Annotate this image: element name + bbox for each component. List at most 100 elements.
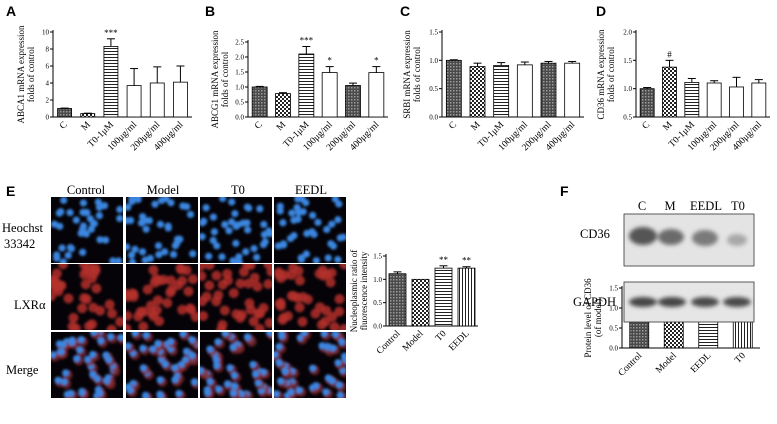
y-axis-label: folds of control (606, 46, 616, 102)
y-axis-label: Nucleoplasmic ratio of (349, 250, 359, 332)
microscopy-tile (126, 332, 198, 398)
lane-label-t0: T0 (731, 199, 745, 213)
bar (411, 278, 430, 327)
bar (126, 85, 142, 118)
bar (457, 267, 476, 327)
microscopy-tile (274, 264, 346, 330)
row-header-merge: Merge (6, 363, 39, 377)
bar (706, 82, 722, 118)
column-header-t0: T0 (231, 183, 245, 197)
y-tick-label: 0.5 (235, 99, 244, 107)
column-header-model: Model (147, 183, 180, 197)
category-label: C (447, 120, 459, 132)
microscopy-row-headers: Heochst 33342 LXRα Merge (2, 221, 46, 377)
panel-label-e: E (6, 183, 15, 199)
chart-abcg1: 0.0 0.5 1.0 1.5 2.0 2.5 ABCG1 mRNA expression f… (210, 30, 388, 153)
category-label: M (80, 120, 93, 133)
lane-label-m: M (664, 199, 675, 213)
microscopy-tile (51, 197, 123, 263)
panel-label-c: C (400, 3, 410, 19)
chart-nucleoplasmic-ratio: 0.0 0.5 1.0 1.5 Nucleoplasmic ratio of fluore… (349, 250, 478, 357)
microscopy-tile (274, 197, 346, 263)
significance-label: ** (439, 255, 449, 265)
microscopy-tile (200, 332, 272, 398)
bar (149, 82, 165, 118)
chart-srbi: 0.0 0.5 1.0 1.5 SRBI mRNA expression folds of… (402, 29, 584, 153)
y-axis-label: ABCA1 mRNA expression (16, 25, 26, 124)
y-axis-label: (of model) (593, 299, 603, 337)
category-label: Model (654, 351, 679, 376)
y-axis-label: fluorescence intensity (359, 251, 369, 330)
tile-background (51, 197, 123, 263)
panel-label-a: A (6, 3, 16, 19)
chart-cd36-mrna: 0.5 1.0 1.5 2.0 CD36 mRNA expression folds of… (596, 29, 770, 153)
y-tick-label: 4 (46, 80, 50, 88)
western-blot: C M EEDL T0 CD36 GAPDH (573, 199, 755, 323)
bar (251, 86, 268, 118)
row-header-hoechst-line2: 33342 (4, 237, 35, 251)
y-tick-label: 1.5 (429, 29, 438, 37)
microscopy-tile (126, 264, 198, 330)
microscopy-tile (200, 197, 272, 263)
category-label: C (253, 120, 265, 132)
y-tick-label: 1.5 (235, 69, 244, 77)
category-label: Control (617, 351, 645, 379)
bar (540, 62, 557, 118)
bar (493, 65, 510, 118)
row-header-hoechst-line1: Heochst (2, 221, 43, 235)
panel-label-d: D (596, 3, 606, 19)
bar (434, 267, 453, 327)
y-axis-label: SRBI mRNA expression (402, 30, 412, 119)
microscopy-column-headers: Control Model T0 EEDL (67, 183, 327, 197)
category-label: T0 (733, 351, 748, 366)
y-axis-label: folds of control (220, 51, 230, 107)
y-tick-label: 0.5 (373, 299, 382, 307)
significance-label: # (667, 49, 672, 59)
bar (662, 66, 677, 118)
bar (751, 82, 767, 118)
bar (345, 85, 361, 118)
y-tick-label: 1.0 (609, 305, 618, 313)
microscopy-tile (51, 264, 123, 330)
y-tick-label: 0.5 (609, 325, 618, 333)
bar (388, 273, 407, 327)
category-label: M (275, 120, 288, 133)
bar (173, 81, 188, 118)
bar (469, 66, 486, 118)
y-tick-label: 0 (46, 114, 50, 122)
y-tick-label: 6 (46, 63, 50, 71)
y-tick-label: 2 (46, 97, 50, 105)
category-label: T0 (434, 329, 449, 344)
y-tick-label: 1.5 (623, 57, 632, 65)
y-tick-label: 2.0 (235, 54, 244, 62)
bar (732, 317, 753, 349)
bar (368, 72, 385, 118)
bar (80, 113, 96, 118)
bar (516, 64, 533, 118)
bar (729, 86, 744, 118)
y-tick-label: 1.5 (373, 253, 382, 261)
significance-label: *** (104, 28, 118, 38)
significance-label: * (327, 56, 332, 66)
category-label: C (58, 120, 70, 132)
chart-abca1: 0 2 4 6 8 10 ABCA1 mRNA expression folds of con… (16, 25, 192, 153)
lane-label-c: C (638, 199, 646, 213)
y-tick-label: 0.5 (623, 114, 632, 122)
y-tick-label: 1.0 (429, 57, 438, 65)
bar (564, 62, 581, 118)
category-label: M (470, 120, 483, 133)
category-label: C (641, 120, 653, 132)
y-tick-label: 2.0 (623, 29, 632, 37)
category-label: Model (401, 329, 426, 354)
y-tick-label: 0.0 (609, 345, 618, 353)
y-tick-label: 8 (46, 46, 50, 54)
microscopy-tile (126, 197, 198, 263)
y-tick-label: 0.0 (235, 114, 244, 122)
y-tick-label: 10 (42, 29, 50, 37)
y-tick-label: 0.5 (429, 85, 438, 93)
microscopy-tile (274, 332, 346, 398)
panel-label-b: B (205, 3, 215, 19)
microscopy-tile (51, 332, 123, 398)
category-label: M (662, 120, 675, 133)
